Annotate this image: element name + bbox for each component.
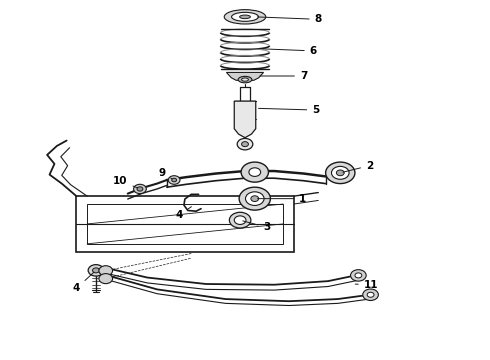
Ellipse shape — [242, 78, 248, 81]
Text: 4: 4 — [73, 272, 94, 293]
Circle shape — [367, 292, 374, 297]
Circle shape — [331, 166, 349, 179]
Ellipse shape — [238, 76, 252, 83]
Text: 6: 6 — [263, 46, 317, 56]
Text: 5: 5 — [259, 105, 319, 115]
Circle shape — [241, 162, 269, 182]
Circle shape — [251, 196, 259, 202]
Circle shape — [326, 162, 355, 184]
Text: 11: 11 — [355, 280, 378, 290]
Circle shape — [245, 192, 264, 206]
Circle shape — [249, 168, 261, 176]
Circle shape — [363, 289, 378, 301]
Circle shape — [99, 274, 113, 284]
Polygon shape — [226, 72, 264, 80]
Text: 8: 8 — [258, 14, 322, 24]
Circle shape — [234, 216, 246, 225]
Circle shape — [237, 138, 253, 150]
Circle shape — [134, 184, 147, 194]
Circle shape — [242, 141, 248, 147]
Circle shape — [239, 187, 270, 210]
Circle shape — [336, 170, 344, 176]
Text: 7: 7 — [260, 71, 307, 81]
Circle shape — [168, 176, 180, 184]
Text: 10: 10 — [113, 176, 137, 188]
Text: 2: 2 — [343, 161, 373, 172]
Text: 1: 1 — [258, 194, 306, 204]
Ellipse shape — [240, 15, 250, 19]
Ellipse shape — [224, 10, 266, 24]
Text: 3: 3 — [243, 221, 270, 232]
Ellipse shape — [232, 12, 258, 21]
Circle shape — [88, 265, 104, 276]
Circle shape — [93, 268, 99, 273]
Text: 4: 4 — [175, 207, 192, 220]
Polygon shape — [234, 101, 256, 138]
Circle shape — [172, 178, 176, 182]
Circle shape — [99, 266, 113, 276]
Circle shape — [137, 187, 143, 191]
Circle shape — [229, 212, 251, 228]
Circle shape — [355, 273, 362, 278]
Circle shape — [350, 270, 366, 281]
Text: 9: 9 — [158, 168, 172, 179]
